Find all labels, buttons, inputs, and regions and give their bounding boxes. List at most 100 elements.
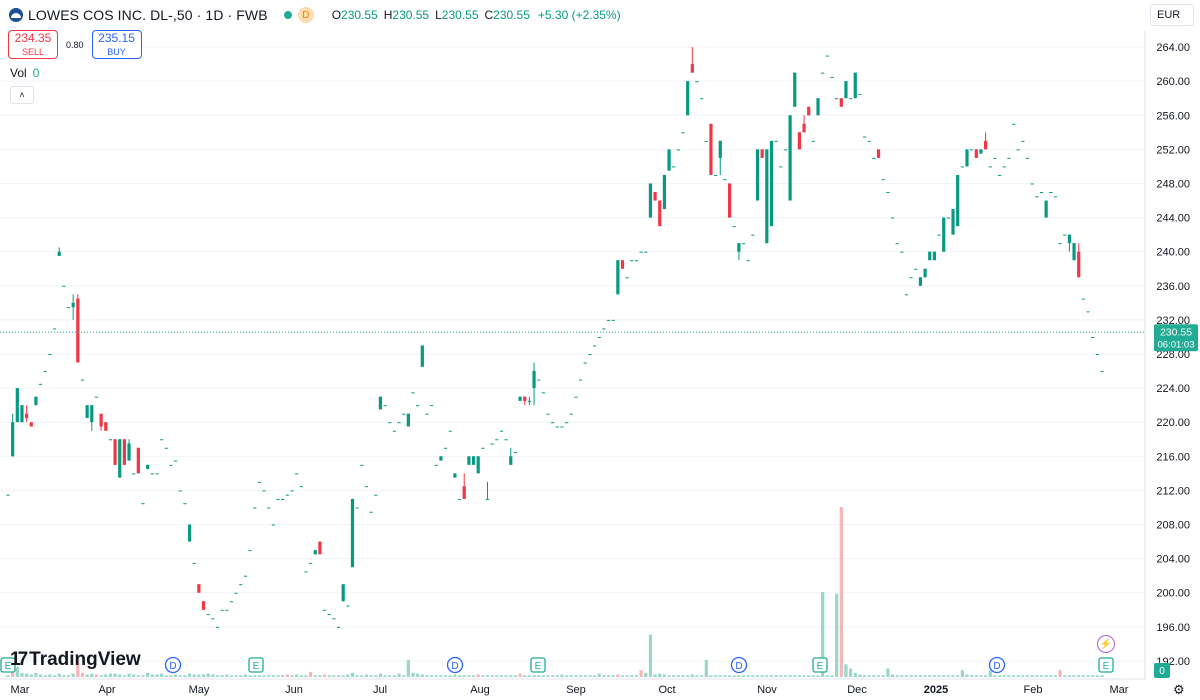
earnings-marker-icon: [0, 657, 16, 673]
volume-bar: [243, 674, 248, 677]
volume-bar: [560, 674, 564, 677]
buy-button[interactable]: 235.15 BUY: [91, 30, 142, 59]
volume-bar: [355, 675, 359, 677]
volume-bar: [457, 675, 462, 677]
candle-body: [551, 422, 555, 424]
ohlc-high: H230.55: [383, 8, 430, 22]
volume-bar: [476, 674, 480, 677]
volume-bar: [495, 675, 499, 677]
candle-body: [914, 268, 918, 270]
volume-bar: [737, 675, 741, 677]
candle-body: [183, 503, 187, 505]
candle-body: [700, 98, 704, 100]
symbol-title[interactable]: LOWES COS INC. DL-,50 · 1D · FWB: [28, 7, 268, 23]
volume-bar: [881, 675, 885, 677]
lightning-icon[interactable]: ⚡: [1097, 635, 1115, 653]
market-open-dot-icon: [283, 11, 292, 19]
volume-bar: [928, 675, 932, 677]
volume-bar: [681, 675, 685, 677]
candle-body: [164, 447, 168, 449]
candle-body: [835, 98, 839, 100]
volume-bar: [48, 674, 52, 677]
candle-body: [741, 243, 746, 245]
candle-body: [648, 183, 653, 218]
volume-bar: [504, 675, 508, 677]
volume-bar: [187, 673, 192, 677]
currency-selector[interactable]: EUR: [1150, 4, 1194, 26]
candle-body: [360, 464, 364, 466]
delayed-data-badge[interactable]: D: [297, 7, 314, 23]
candle-body: [1081, 298, 1085, 300]
volume-bar: [1081, 675, 1085, 677]
volume-bar: [225, 674, 229, 677]
candle-body: [420, 345, 424, 367]
sell-button[interactable]: 234.35 SELL: [8, 30, 58, 59]
candle-body: [918, 277, 923, 286]
volume-legend[interactable]: Vol 0: [10, 66, 39, 80]
candle-body: [481, 447, 485, 449]
volume-bar: [695, 675, 699, 677]
volume-bar: [853, 672, 857, 677]
volume-bar: [1016, 675, 1020, 677]
spread-value: 0.80: [66, 39, 84, 50]
volume-bar: [364, 674, 369, 677]
ohlc-open: O230.55: [331, 8, 378, 22]
candle-body: [215, 626, 220, 628]
earnings-marker-icon: [248, 657, 264, 673]
volume-bar: [602, 675, 606, 677]
time-scale[interactable]: Mar Apr May Jun Jul Aug Sep Oct Nov Dec 2025 Feb Mar: [0, 678, 1145, 696]
candle-body: [797, 132, 802, 150]
volume-bar: [588, 675, 592, 677]
time-tick-label: Aug: [470, 684, 490, 696]
volume-bar: [653, 674, 657, 677]
volume-bar: [797, 675, 802, 677]
earnings-marker-label: E: [5, 661, 12, 672]
tradingview-logo[interactable]: 17 TradingView: [10, 649, 141, 671]
volume-bar: [783, 675, 788, 677]
gear-icon[interactable]: ⚙: [1173, 682, 1185, 697]
candle-body: [732, 226, 736, 228]
candle-body: [509, 456, 513, 465]
candle-body: [886, 192, 890, 193]
volume-bar: [616, 674, 620, 677]
price-tick-label: 196.00: [1156, 622, 1190, 634]
price-scale[interactable]: 264.00 260.00 256.00 252.00 248.00 244.00 240.…: [1144, 0, 1200, 700]
candle-body: [853, 72, 857, 99]
volume-bar: [29, 674, 33, 677]
volume-bar: [574, 675, 578, 677]
volume-bar: [234, 675, 238, 677]
volume-bar: [118, 674, 122, 677]
candle-body: [271, 524, 275, 526]
candle-body: [1039, 192, 1044, 193]
candle-body: [132, 473, 136, 475]
candle-body: [755, 149, 760, 201]
volume-bar: [1077, 675, 1081, 677]
candle-body: [136, 447, 140, 474]
candle-body: [38, 383, 43, 385]
candle-body: [718, 140, 722, 158]
candle-body: [844, 81, 848, 99]
volume-bar: [71, 673, 75, 677]
candle-body: [658, 200, 662, 227]
volume-bar: [6, 675, 10, 677]
candle-body: [565, 422, 569, 424]
volume-bar: [825, 675, 829, 677]
dividend-marker-icon: [164, 656, 182, 674]
candle-body: [160, 439, 164, 441]
candle-body: [704, 140, 708, 142]
collapse-legend-button[interactable]: ˄: [10, 86, 34, 104]
price-tick-label: 212.00: [1156, 485, 1190, 497]
volume-bar: [1030, 675, 1034, 677]
volume-bar: [1067, 675, 1072, 677]
candle-body: [448, 430, 452, 432]
current-price-tag: [1154, 324, 1198, 352]
market-status[interactable]: D: [283, 7, 314, 23]
candle-body: [523, 396, 527, 401]
candle-body: [816, 98, 820, 116]
candle-body: [253, 507, 257, 509]
candle-body: [332, 618, 336, 620]
candle-body: [876, 149, 881, 158]
candle-body: [453, 473, 457, 478]
volume-bar: [569, 675, 573, 677]
